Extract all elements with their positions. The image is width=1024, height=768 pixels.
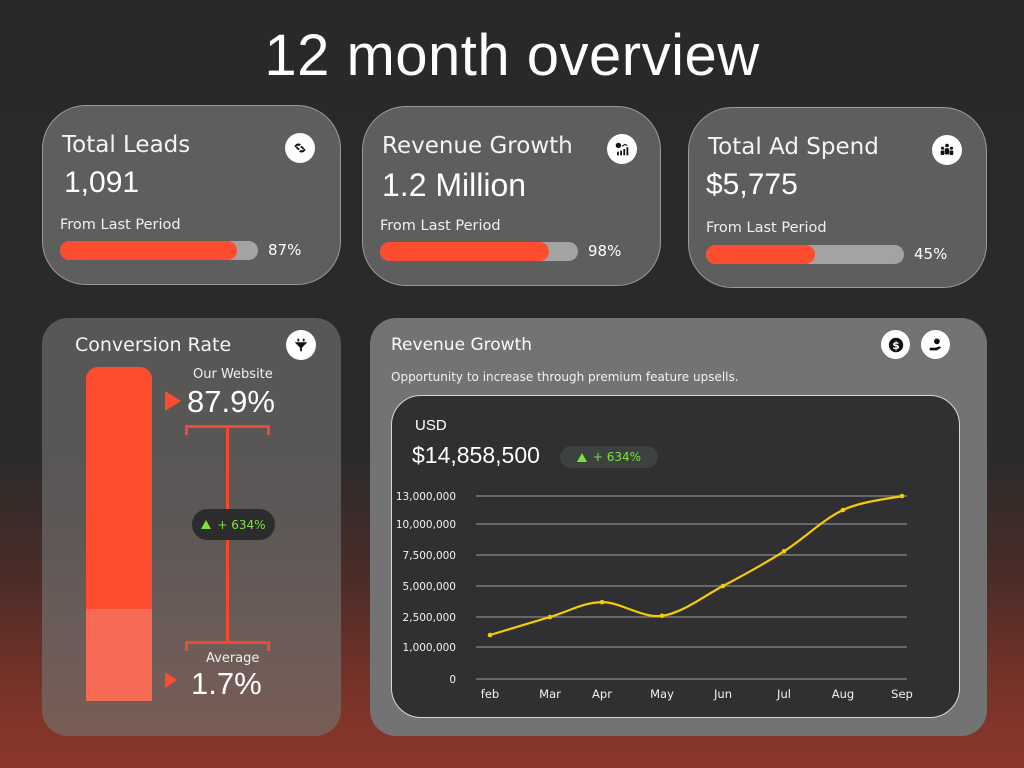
x-tick-label: Jul <box>776 687 791 701</box>
kpi-progress-bar <box>380 242 578 261</box>
kpi-value: 1,091 <box>64 166 140 199</box>
x-tick-label: Apr <box>592 687 612 701</box>
our-website-bar <box>86 367 152 609</box>
team-icon[interactable] <box>932 135 962 165</box>
hand-money-icon[interactable] <box>921 330 950 359</box>
data-point[interactable] <box>659 613 665 619</box>
bracket-bottom <box>185 641 270 651</box>
average-value: 1.7% <box>191 666 262 701</box>
svg-text:$: $ <box>892 339 900 352</box>
up-arrow-icon <box>201 520 212 529</box>
x-tick-label: feb <box>481 687 499 701</box>
kpi-subtitle: From Last Period <box>60 217 181 233</box>
our-website-label: Our Website <box>193 367 273 382</box>
conversion-rate-panel: Conversion Rate Our Website 87.9% + 634%… <box>42 318 341 736</box>
delta-value: + 634% <box>217 517 266 532</box>
series-line <box>489 494 903 637</box>
kpi-subtitle: From Last Period <box>380 218 501 234</box>
kpi-subtitle: From Last Period <box>706 220 827 236</box>
x-tick-label: Jun <box>713 687 732 701</box>
kpi-progress-bar <box>706 245 904 264</box>
delta-badge: + 634% <box>192 509 275 540</box>
funnel-icon[interactable] <box>286 330 316 360</box>
kpi-value: 1.2 Million <box>382 167 527 203</box>
kpi-progress-bar <box>60 241 258 260</box>
revenue-chart-card: USD $14,858,500 + 634% 0 1,000,000 2,500,0… <box>391 395 960 718</box>
kpi-progress-label: 87% <box>268 241 302 259</box>
kpi-title: Total Ad Spend <box>708 134 879 160</box>
kpi-value: $5,775 <box>706 168 798 201</box>
connector-line <box>226 428 229 514</box>
growth-chart-icon[interactable] <box>607 134 637 164</box>
data-point[interactable] <box>840 507 846 513</box>
average-label: Average <box>206 651 260 666</box>
revenue-growth-panel: Revenue Growth Opportunity to increase t… <box>370 318 987 736</box>
x-tick-label: Aug <box>832 687 854 701</box>
dollar-coin-icon[interactable]: $ <box>881 330 910 359</box>
y-tick-label: 7,500,000 <box>403 550 456 562</box>
kpi-title: Revenue Growth <box>382 133 573 159</box>
y-tick-label: 13,000,000 <box>396 491 456 503</box>
y-tick-label: 10,000,000 <box>396 519 456 531</box>
page-title: 12 month overview <box>264 23 760 88</box>
data-point[interactable] <box>720 583 726 589</box>
kpi-card-total-leads: Total Leads 1,091 From Last Period 87% <box>42 105 341 285</box>
connector-line <box>226 540 229 643</box>
data-point[interactable] <box>599 599 605 605</box>
x-tick-label: Mar <box>539 687 561 701</box>
y-tick-label: 1,000,000 <box>403 642 456 654</box>
our-website-value: 87.9% <box>187 384 275 419</box>
panel-title: Conversion Rate <box>75 334 232 356</box>
pointer-arrow-icon <box>165 391 181 411</box>
kpi-card-total-ad-spend: Total Ad Spend $5,775 From Last Period 4… <box>688 107 987 288</box>
kpi-progress-label: 98% <box>588 242 622 260</box>
data-point[interactable] <box>547 614 553 620</box>
y-tick-label: 0 <box>449 674 456 686</box>
kpi-progress-label: 45% <box>914 245 948 263</box>
panel-subtitle: Opportunity to increase through premium … <box>391 370 739 384</box>
currency-label: USD <box>415 417 447 434</box>
kpi-card-revenue-growth: Revenue Growth 1.2 Million From Last Per… <box>362 106 661 286</box>
y-tick-label: 5,000,000 <box>403 581 456 593</box>
bracket-top <box>185 425 270 435</box>
data-point[interactable] <box>899 493 905 499</box>
average-bar <box>86 609 152 701</box>
revenue-line-chart: 0 1,000,000 2,500,000 5,000,000 7,500,000 10,… <box>396 491 913 701</box>
delta-value: + 634% <box>592 450 642 464</box>
data-point[interactable] <box>781 548 787 554</box>
revenue-total: $14,858,500 <box>412 442 540 468</box>
y-tick-label: 2,500,000 <box>403 612 456 624</box>
handshake-icon[interactable] <box>285 133 315 163</box>
kpi-title: Total Leads <box>62 132 191 158</box>
x-tick-label: Sep <box>891 687 913 701</box>
pointer-arrow-icon <box>165 672 177 688</box>
up-arrow-icon <box>576 452 587 462</box>
delta-badge: + 634% <box>560 446 658 468</box>
x-tick-label: May <box>650 687 674 701</box>
panel-title: Revenue Growth <box>391 335 532 355</box>
data-point[interactable] <box>487 632 493 638</box>
